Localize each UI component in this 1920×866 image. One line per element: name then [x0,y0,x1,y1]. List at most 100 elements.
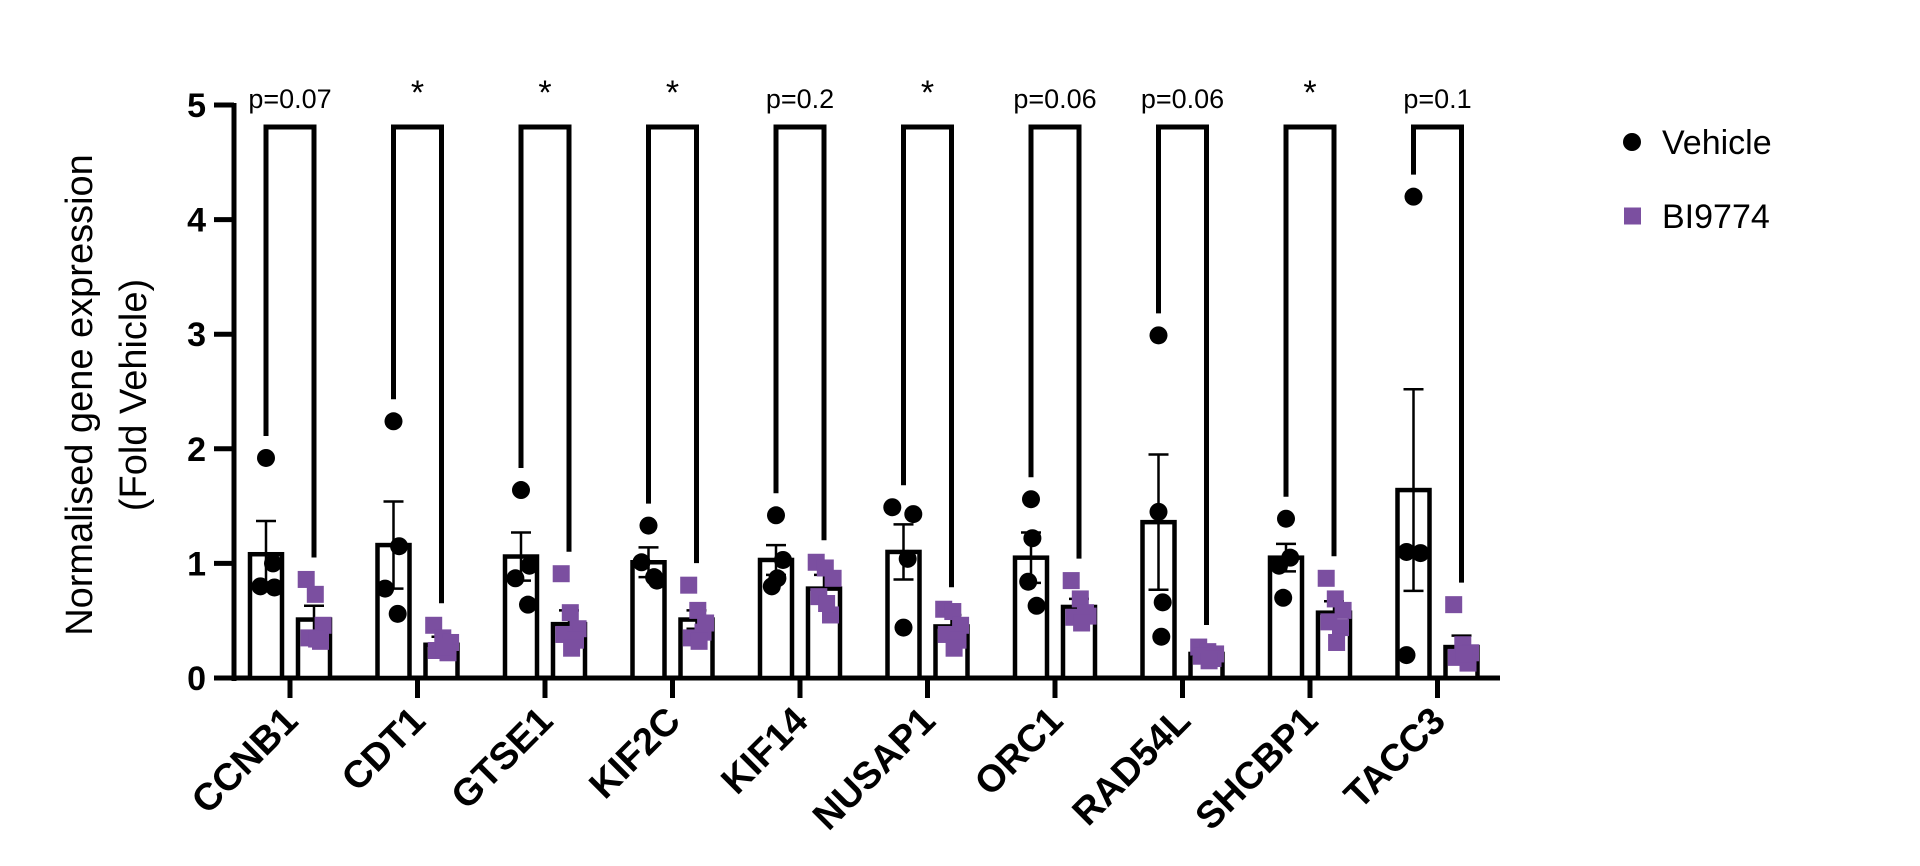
point-vehicle [1027,596,1046,615]
plot-area: 0 1 2 3 4 5 CCNB1 p=0.07 CDT1 * GTSE1 * KIF2C * KIF14 p… [184,74,1500,838]
significance-bracket [1283,124,1337,557]
point-vehicle [898,549,917,568]
point-vehicle [767,506,785,525]
point-bi9774 [1073,614,1091,632]
point-bi9774 [308,630,326,648]
point-bi9774 [563,639,581,657]
point-vehicle [1274,588,1293,607]
y-tick-label: 2 [187,431,206,469]
point-bi9774 [952,616,970,634]
point-vehicle [388,604,407,623]
significance-label: p=0.06 [1141,84,1224,114]
legend-label: BI9774 [1662,198,1770,236]
point-vehicle [506,569,525,588]
point-vehicle [264,554,282,573]
point-bi9774 [1317,569,1335,587]
x-tick-label: CDT1 [334,700,434,800]
point-bi9774 [314,616,332,634]
point-vehicle [904,505,923,524]
point-vehicle [883,498,902,517]
point-vehicle [1022,490,1040,509]
significance-label: p=0.1 [1403,84,1471,114]
point-vehicle [894,618,913,637]
point-bi9774 [1062,572,1080,590]
point-vehicle [762,577,781,596]
legend-label: Vehicle [1662,124,1772,162]
point-vehicle [1149,326,1168,345]
point-vehicle [519,595,537,614]
significance-bracket [1028,124,1082,559]
point-bi9774 [306,585,324,603]
point-bi9774 [1445,596,1463,614]
point-vehicle [251,577,270,596]
significance-label: * [538,74,551,112]
significance-bracket [518,124,572,552]
point-vehicle [257,448,275,467]
point-bi9774 [552,565,570,583]
significance-label: p=0.06 [1013,84,1096,114]
bar-vehicle [885,549,922,681]
point-vehicle [1411,544,1430,563]
significance-bracket [391,124,444,604]
point-vehicle [1404,187,1423,206]
significance-label: p=0.2 [766,84,834,114]
legend-marker-vehicle [1623,133,1641,151]
point-vehicle [1397,646,1416,665]
significance-label: * [1303,74,1316,112]
legend-marker-bi9774 [1624,207,1641,225]
point-vehicle [1270,556,1288,575]
point-vehicle [1019,572,1038,591]
point-vehicle [265,578,284,597]
y-axis-label: Normalised gene expression [59,154,101,636]
point-vehicle [1152,627,1171,646]
point-vehicle [512,481,530,500]
point-bi9774 [690,632,708,650]
legend: Vehicle BI9774 [1623,124,1772,236]
point-bi9774 [1334,601,1352,619]
x-tick-label: GTSE1 [444,700,562,818]
point-vehicle [1153,593,1172,612]
point-bi9774 [435,638,453,656]
point-vehicle [639,516,658,535]
point-vehicle [632,553,651,572]
point-bi9774 [1455,645,1473,663]
bar-vehicle [1267,555,1305,681]
point-vehicle [1023,529,1042,548]
point-bi9774 [945,639,963,657]
x-tick-label: SHCBP1 [1188,700,1327,839]
point-vehicle [774,550,792,569]
y-tick-label: 1 [187,545,206,583]
point-vehicle [1277,509,1295,528]
point-bi9774 [297,570,315,588]
point-bi9774 [1332,619,1349,637]
point-vehicle [384,412,403,431]
significance-bracket [1411,124,1464,583]
x-tick-label: NUSAP1 [805,700,944,839]
y-tick-label: 4 [187,202,206,240]
x-tick-label: CCNB1 [184,700,306,822]
x-tick-label: KIF2C [582,700,689,807]
x-tick-label: ORC1 [967,700,1071,804]
significance-label: * [921,74,934,112]
significance-bracket [773,124,827,541]
y-tick-label: 5 [187,87,206,125]
x-tick-label: KIF14 [713,700,816,803]
x-tick-label: RAD54L [1065,700,1199,834]
significance-label: * [411,74,424,112]
point-vehicle [647,571,666,590]
significance-bracket [263,124,317,558]
significance-bracket [1156,124,1209,626]
significance-label: * [666,74,679,112]
point-bi9774 [818,595,836,613]
point-vehicle [376,579,395,598]
point-bi9774 [561,604,579,622]
significance-bracket [646,124,699,564]
y-tick-label: 0 [187,660,206,698]
point-vehicle [390,537,409,556]
significance-bracket [901,124,954,588]
y-axis-label-sub: (Fold Vehicle) [113,279,155,511]
point-bi9774 [1328,633,1346,651]
point-bi9774 [1200,652,1218,670]
x-tick-label: TACC3 [1337,700,1454,817]
